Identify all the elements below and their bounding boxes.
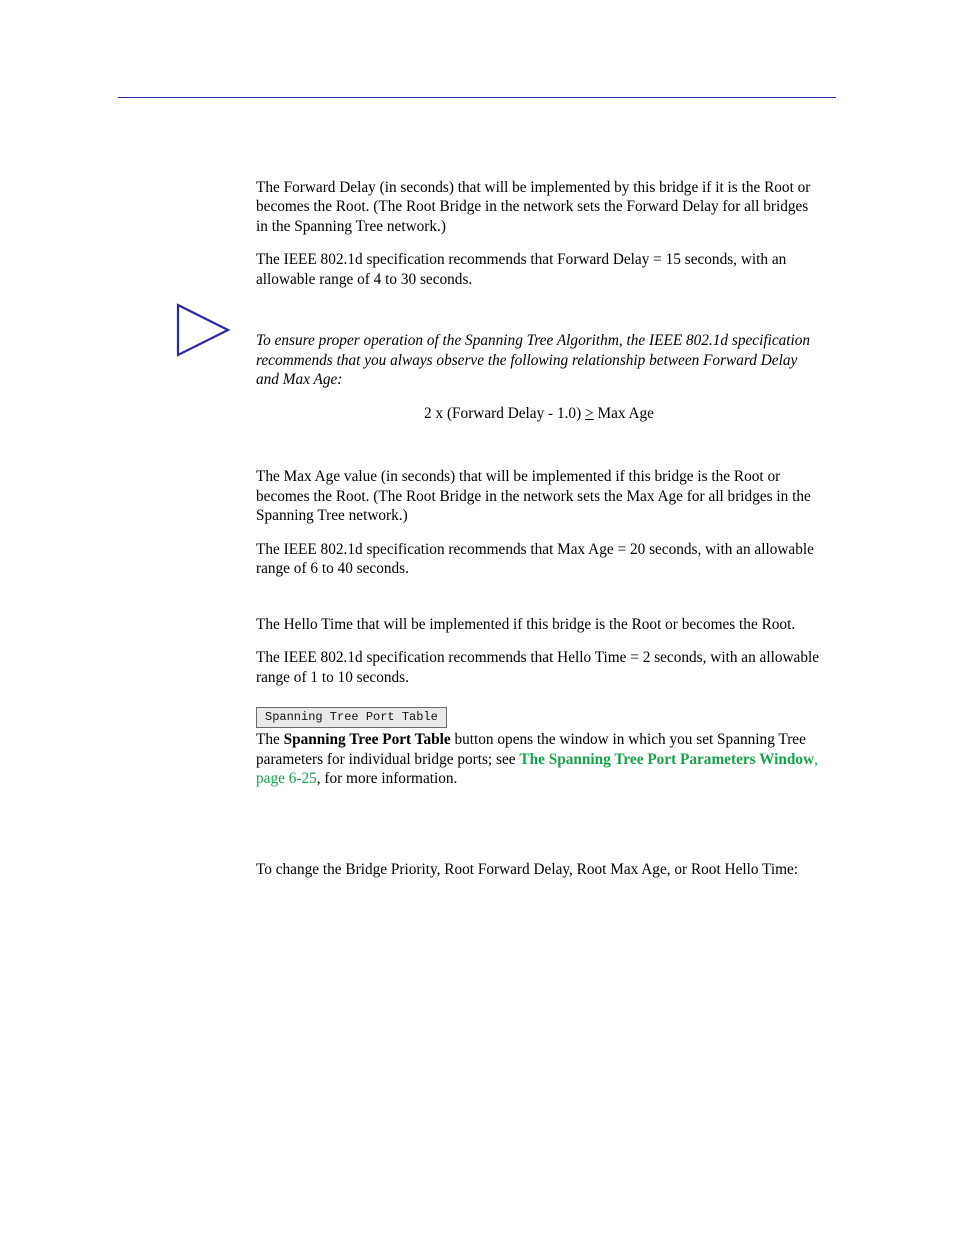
formula-pre: 2 x (Forward Delay - 1.0) bbox=[424, 405, 585, 422]
pt-bold: Spanning Tree Port Table bbox=[284, 731, 451, 748]
page-header: Bridging bbox=[118, 62, 836, 98]
page: Bridging Root Forward Delay The Forward … bbox=[0, 0, 954, 1235]
note-icon bbox=[174, 301, 236, 359]
formula-ge: > bbox=[585, 405, 594, 422]
pt-post: , for more information. bbox=[317, 770, 458, 787]
running-header-title: Bridging bbox=[790, 62, 836, 78]
pt-pre: The bbox=[256, 731, 284, 748]
para-max-age-2: The IEEE 802.1d specification recommends… bbox=[256, 540, 822, 579]
link-port-params-window[interactable]: The Spanning Tree Port Parameters Window bbox=[519, 751, 814, 768]
heading-root-forward-delay: Root Forward Delay bbox=[256, 156, 822, 176]
para-forward-delay-1: The Forward Delay (in seconds) that will… bbox=[256, 178, 822, 237]
formula-post: Max Age bbox=[594, 405, 654, 422]
note-body: To ensure proper operation of the Spanni… bbox=[256, 331, 822, 390]
para-hello-time-1: The Hello Time that will be implemented … bbox=[256, 615, 822, 635]
para-changing-1: To change the Bridge Priority, Root Forw… bbox=[256, 860, 822, 880]
para-hello-time-2: The IEEE 802.1d specification recommends… bbox=[256, 648, 822, 687]
heading-root-hello-time: Root Hello Time bbox=[256, 593, 822, 613]
para-port-table: The Spanning Tree Port Table button open… bbox=[256, 730, 822, 789]
header-rule bbox=[118, 97, 836, 98]
heading-changing-params: Changing Spanning Tree Bridge Parameters bbox=[256, 823, 822, 852]
heading-root-max-age: Root Max Age bbox=[256, 446, 822, 466]
note-formula: 2 x (Forward Delay - 1.0) > Max Age bbox=[256, 404, 822, 424]
note-label: NOTE bbox=[256, 307, 822, 329]
para-max-age-1: The Max Age value (in seconds) that will… bbox=[256, 467, 822, 526]
spanning-tree-port-table-button[interactable]: Spanning Tree Port Table bbox=[256, 707, 447, 728]
content-column: Root Forward Delay The Forward Delay (in… bbox=[256, 156, 822, 893]
para-forward-delay-2: The IEEE 802.1d specification recommends… bbox=[256, 250, 822, 289]
note-block: NOTE To ensure proper operation of the S… bbox=[256, 307, 822, 423]
